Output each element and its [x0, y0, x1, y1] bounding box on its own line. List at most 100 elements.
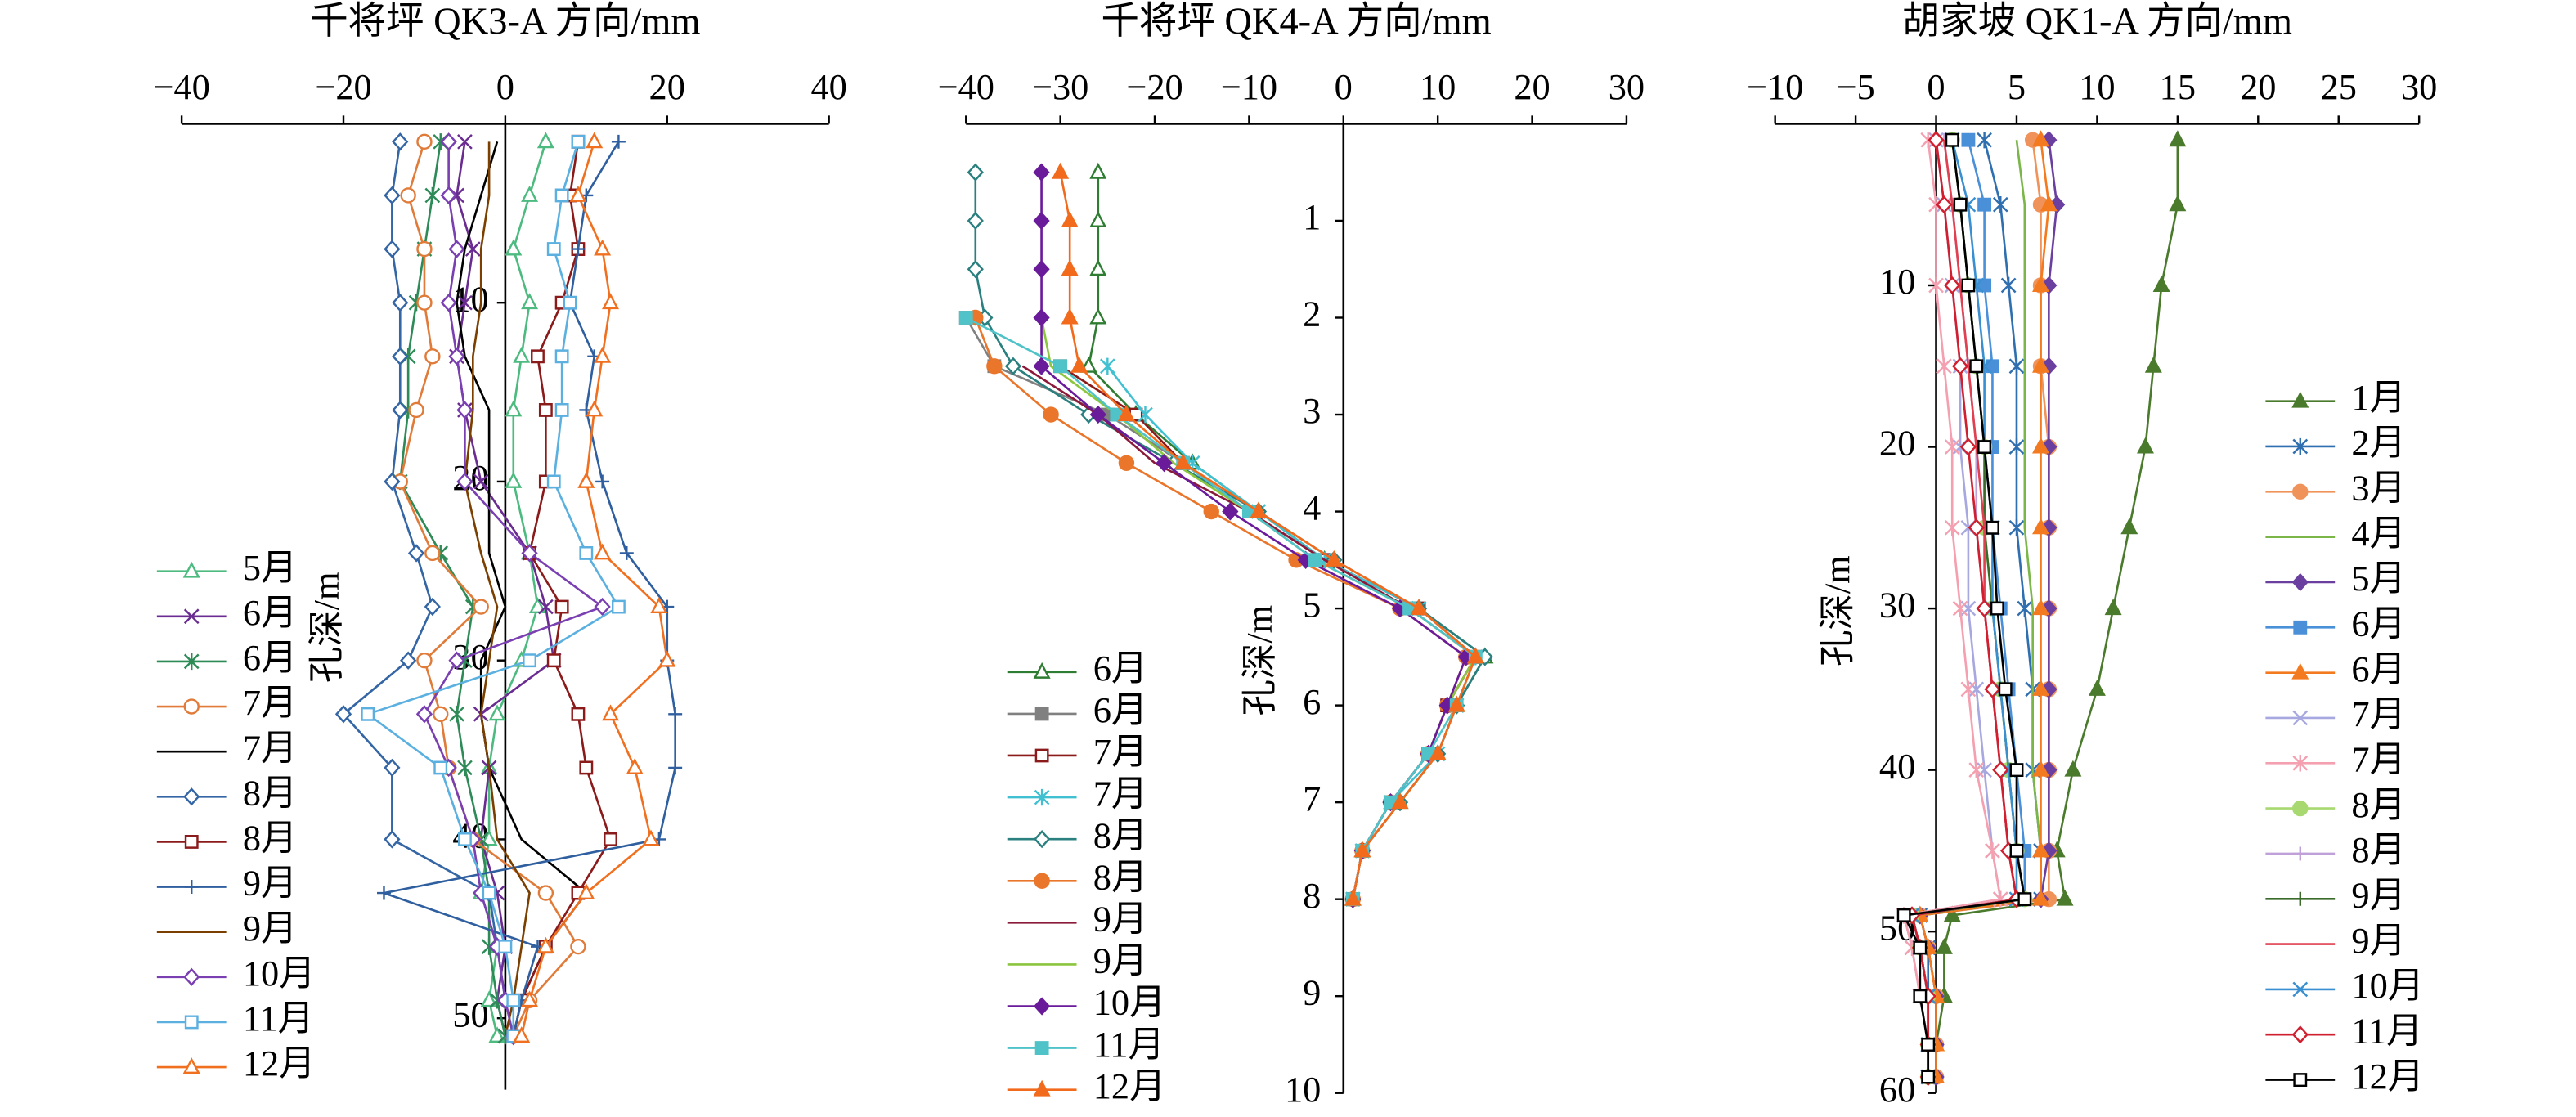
- data-point: [1998, 682, 2013, 697]
- data-point: [416, 133, 433, 150]
- series-line: [423, 141, 605, 1037]
- data-point: [384, 830, 401, 849]
- legend-label: 9月: [2351, 874, 2406, 915]
- data-point: [1308, 553, 1322, 567]
- data-point: [408, 401, 424, 419]
- data-point: [1944, 438, 1960, 455]
- data-point: [1953, 197, 1968, 212]
- data-point: [537, 885, 554, 901]
- legend-label: 4月: [2351, 513, 2406, 554]
- data-point: [384, 472, 401, 491]
- data-point: [2144, 356, 2162, 373]
- data-point: [595, 474, 610, 489]
- data-point: [416, 240, 433, 258]
- data-point: [1945, 132, 1959, 147]
- data-point: [506, 993, 521, 1007]
- data-point: [457, 759, 473, 777]
- legend-label: 9月: [2351, 920, 2406, 961]
- data-point: [1053, 359, 1068, 374]
- data-point: [424, 545, 441, 562]
- data-point: [480, 829, 498, 846]
- data-point: [1936, 195, 1953, 214]
- data-point: [2000, 276, 2017, 294]
- x-tick-label: 0: [1927, 66, 1945, 107]
- data-point: [571, 134, 586, 149]
- data-point: [1043, 406, 1059, 423]
- data-point: [1061, 211, 1079, 227]
- legend-label: 10月: [1093, 982, 1166, 1023]
- data-point: [642, 829, 660, 846]
- data-point: [2136, 437, 2154, 454]
- legend-label: 8月: [243, 818, 298, 859]
- data-point: [967, 163, 984, 182]
- legend-symbol: [2292, 710, 2309, 726]
- legend-label: 3月: [2351, 468, 2406, 509]
- data-point: [571, 707, 586, 721]
- data-point: [424, 186, 441, 204]
- data-point: [2008, 438, 2025, 455]
- data-point: [586, 400, 604, 417]
- legend-symbol: [2291, 572, 2309, 592]
- y-tick-label: 5: [1303, 584, 1321, 625]
- data-point: [334, 705, 352, 724]
- x-tick-label: 20: [649, 66, 685, 107]
- data-point: [658, 650, 676, 667]
- legend-label: 6月: [243, 592, 298, 633]
- legend-symbol: [182, 1057, 200, 1074]
- data-point: [1977, 132, 1992, 149]
- legend-label: 11月: [243, 998, 314, 1038]
- data-point: [611, 134, 626, 149]
- y-tick-label: 10: [1879, 261, 1915, 302]
- chart-title: 千将坪 QK4-A 方向/mm: [1101, 1, 1491, 43]
- data-point: [1118, 455, 1135, 471]
- data-point: [2008, 357, 2025, 375]
- legend-symbol: [2293, 846, 2308, 861]
- legend-symbol: [2292, 981, 2309, 998]
- x-tick-label: 30: [1609, 66, 1645, 107]
- panel: 千将坪 QK4-A 方向/mm −40 −30 −20 −10 0 10 20 30 1 2 3 4 5 6…: [938, 1, 1645, 1110]
- legend-label: 7月: [1093, 731, 1148, 772]
- data-point: [1089, 405, 1106, 424]
- data-point: [473, 599, 489, 615]
- data-point: [1977, 197, 1992, 212]
- data-point: [1986, 520, 1999, 535]
- data-point: [594, 239, 612, 256]
- data-point: [1944, 276, 1961, 295]
- legend-symbol: [2293, 891, 2308, 906]
- data-point: [586, 132, 604, 149]
- data-point: [1951, 357, 1969, 375]
- data-point: [1089, 162, 1107, 179]
- data-point: [2056, 889, 2074, 906]
- series-line: [1935, 140, 2179, 1077]
- data-point: [602, 704, 620, 721]
- data-point: [2032, 760, 2049, 777]
- legend-label: 5月: [243, 547, 298, 588]
- x-tick-label: 20: [2240, 66, 2276, 107]
- legend-label: 11月: [1093, 1024, 1165, 1065]
- data-point: [650, 597, 668, 614]
- data-point: [554, 403, 569, 417]
- data-point: [570, 938, 586, 955]
- data-point: [488, 1026, 506, 1043]
- data-point: [554, 599, 569, 614]
- legend-symbol: [1034, 748, 1049, 763]
- y-tick-label: 1: [1303, 196, 1321, 237]
- data-point: [1990, 601, 2004, 616]
- y-tick-label: 9: [1303, 971, 1321, 1012]
- data-point: [407, 544, 425, 563]
- data-point: [1033, 260, 1050, 279]
- data-point: [1928, 131, 1945, 150]
- x-tick-label: −20: [1126, 66, 1183, 107]
- data-point: [538, 403, 553, 417]
- chart-title: 胡家坡 QK1-A 方向/mm: [1902, 1, 2292, 43]
- series-line: [1902, 140, 2026, 1077]
- x-tick-label: 0: [496, 66, 514, 107]
- legend-symbol: [183, 787, 200, 806]
- data-point: [2169, 195, 2187, 212]
- series-line: [1902, 140, 2002, 1077]
- y-tick-label: 10: [1285, 1069, 1321, 1110]
- data-point: [579, 760, 594, 775]
- legend-symbol: [183, 653, 200, 671]
- data-point: [1447, 695, 1465, 712]
- data-point: [505, 239, 523, 256]
